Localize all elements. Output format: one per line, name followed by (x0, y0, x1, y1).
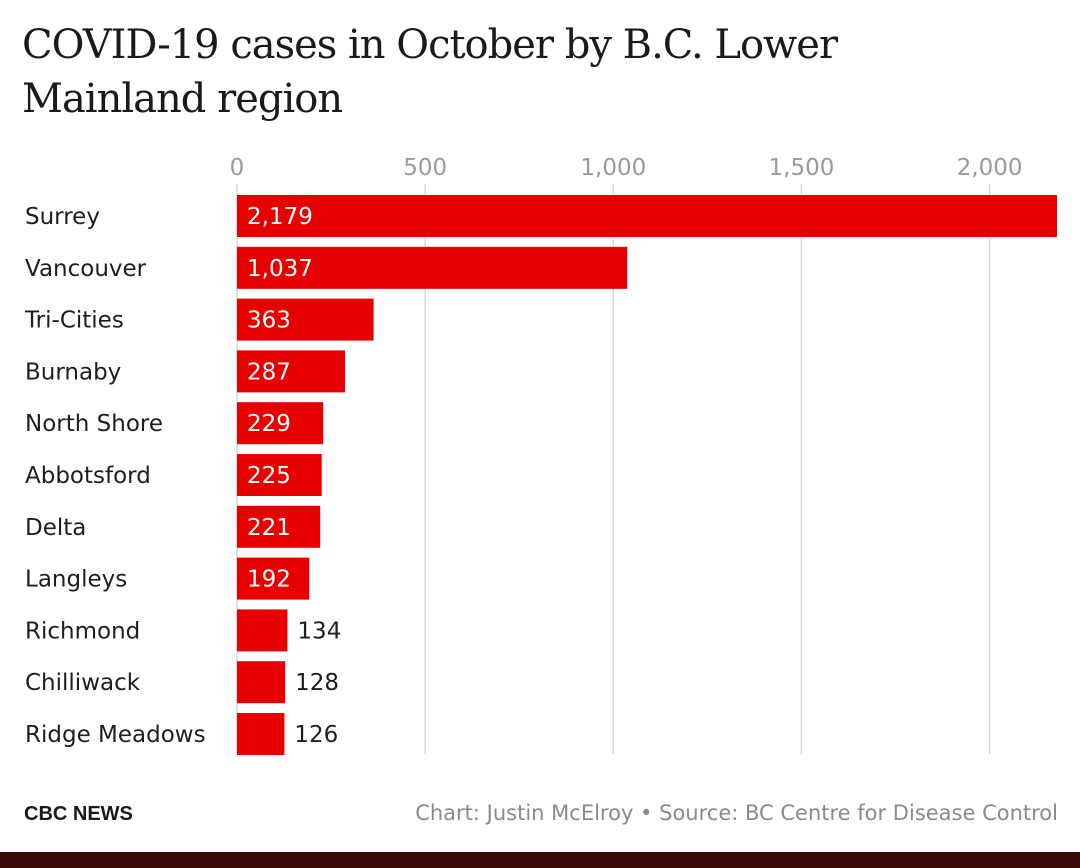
bar (237, 246, 628, 289)
x-tick-label: 2,000 (957, 155, 1023, 181)
bar (237, 505, 321, 548)
value-label: 134 (297, 618, 341, 644)
category-label: Chilliwack (25, 670, 141, 696)
cbc-news-logo: CBC NEWS (24, 803, 133, 825)
bar (237, 402, 324, 445)
category-labels: Surrey Vancouver Tri-Cities Burnaby North Sh… (24, 204, 206, 748)
value-label: 2,179 (247, 204, 313, 230)
bar (237, 661, 286, 704)
value-label: 221 (247, 515, 291, 541)
bars (237, 195, 1057, 755)
category-label: Abbotsford (25, 463, 151, 489)
bar (237, 298, 374, 341)
category-label: Richmond (25, 618, 140, 644)
x-axis-ticks: 0 500 1,000 1,500 2,000 (230, 155, 1023, 181)
category-label: Tri-Cities (24, 308, 124, 334)
bar (237, 713, 285, 755)
value-label: 126 (294, 722, 338, 748)
category-label: Delta (25, 515, 86, 541)
bar (237, 350, 346, 393)
value-label: 192 (247, 567, 291, 593)
source-credit: Chart: Justin McElroy • Source: BC Centr… (415, 801, 1058, 825)
x-tick-label: 500 (403, 155, 447, 181)
chart-title: COVID-19 cases in October by B.C. Lower … (22, 22, 838, 122)
category-label: North Shore (25, 411, 163, 437)
x-tick-label: 1,500 (769, 155, 835, 181)
value-label: 225 (247, 463, 291, 489)
x-tick-label: 1,000 (580, 155, 646, 181)
category-label: Ridge Meadows (25, 722, 206, 748)
x-tick-label: 0 (230, 155, 245, 181)
bar (237, 195, 1057, 237)
category-label: Vancouver (25, 256, 147, 282)
bar (237, 557, 310, 600)
category-label: Burnaby (25, 359, 121, 385)
value-label: 128 (295, 670, 339, 696)
bottom-strip (0, 852, 1080, 868)
bar (237, 609, 288, 652)
category-label: Surrey (25, 204, 100, 230)
category-label: Langleys (25, 567, 127, 593)
value-label: 1,037 (247, 256, 313, 282)
value-label: 363 (247, 308, 291, 334)
value-label: 229 (247, 411, 291, 437)
bar-chart: 0 500 1,000 1,500 2,000 Surrey Vancouver Tri-C… (24, 155, 1057, 755)
value-label: 287 (247, 359, 291, 385)
bar (237, 454, 322, 496)
